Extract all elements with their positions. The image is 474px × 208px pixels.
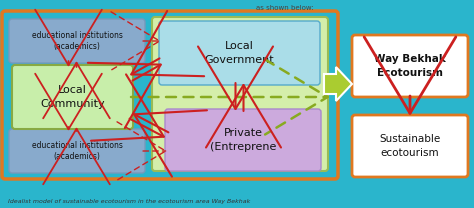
FancyBboxPatch shape xyxy=(165,109,321,171)
FancyArrowPatch shape xyxy=(131,11,204,76)
FancyBboxPatch shape xyxy=(9,129,145,173)
FancyBboxPatch shape xyxy=(2,11,338,179)
FancyBboxPatch shape xyxy=(352,35,468,97)
FancyArrowPatch shape xyxy=(43,63,110,118)
FancyArrowPatch shape xyxy=(91,74,164,141)
Text: Way Bekhak
Ecotourism: Way Bekhak Ecotourism xyxy=(374,54,446,78)
FancyArrowPatch shape xyxy=(131,59,328,135)
Text: Sustainable
ecotourism: Sustainable ecotourism xyxy=(379,134,441,158)
FancyArrow shape xyxy=(324,67,352,101)
FancyArrowPatch shape xyxy=(364,37,456,113)
FancyArrowPatch shape xyxy=(198,46,273,109)
FancyArrowPatch shape xyxy=(206,85,281,147)
FancyBboxPatch shape xyxy=(159,21,320,85)
FancyBboxPatch shape xyxy=(352,115,468,177)
Text: as shown below:: as shown below: xyxy=(255,5,313,11)
FancyBboxPatch shape xyxy=(152,17,328,171)
Text: educational institutions
(academics): educational institutions (academics) xyxy=(32,141,122,161)
Text: Local
Government: Local Government xyxy=(205,41,274,65)
FancyBboxPatch shape xyxy=(12,65,133,129)
Text: Local
Community: Local Community xyxy=(40,85,105,109)
Text: Private
(Entreprene: Private (Entreprene xyxy=(210,128,276,152)
FancyArrowPatch shape xyxy=(35,10,102,65)
FancyArrowPatch shape xyxy=(35,74,102,129)
FancyArrowPatch shape xyxy=(117,122,165,180)
FancyArrowPatch shape xyxy=(111,12,160,70)
FancyBboxPatch shape xyxy=(9,19,145,63)
FancyArrowPatch shape xyxy=(43,129,110,184)
Text: Idealist model of sustainable ecotourism in the ecotourism area Way Bekhak: Idealist model of sustainable ecotourism… xyxy=(8,199,250,204)
Text: educational institutions
(academics): educational institutions (academics) xyxy=(32,31,122,51)
FancyArrowPatch shape xyxy=(88,63,161,128)
FancyArrowPatch shape xyxy=(134,110,207,177)
